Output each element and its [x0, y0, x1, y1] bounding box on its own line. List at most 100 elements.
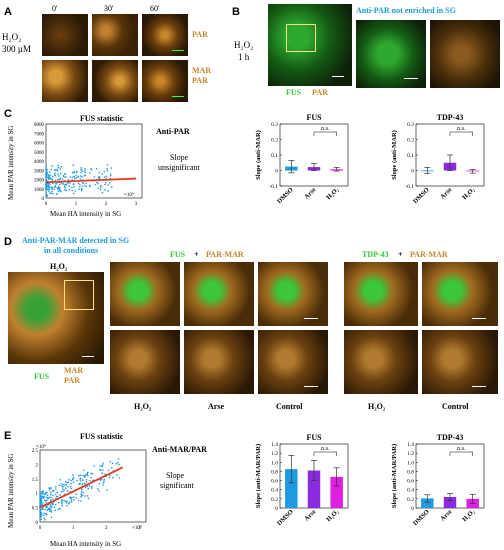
c-scatter-point [50, 168, 52, 171]
e-scatter-point [108, 474, 111, 477]
e-scatter-point [107, 469, 110, 472]
c-scatter-point [54, 179, 57, 182]
c-scatter-point [64, 186, 66, 189]
e-scatter-point [115, 463, 117, 465]
panel-b-treatment-2: 1 h [238, 52, 250, 62]
c-scatter-point [45, 175, 47, 178]
panel-d-tdp-h2o2-parmar [344, 330, 418, 394]
c-scatter-point [109, 174, 112, 177]
c-scatter-regression-line [45, 177, 137, 184]
c-scatter-point [52, 192, 54, 195]
c-scatter-point [45, 194, 48, 196]
e-scatter-point [102, 481, 105, 484]
e-scatter-point [110, 466, 113, 469]
c-scatter-point [48, 173, 50, 176]
panel-c-conclusion-1: Slope [170, 153, 189, 162]
e-scatter-point [62, 490, 64, 493]
e-scatter-point [81, 488, 83, 491]
e-scatter-point [50, 491, 52, 494]
e-scatter-point [102, 462, 104, 464]
e-scatter-point [49, 499, 52, 501]
e-scatter-point [72, 496, 75, 498]
c-scatter-ytick-label: 5000 [34, 151, 45, 156]
e-scatter-point [117, 458, 120, 460]
c-tdp-xtick-label-1: Arse [439, 186, 453, 200]
e-scatter-point [69, 485, 72, 488]
c-scatter-point [106, 167, 108, 170]
c-scatter-point [98, 171, 100, 174]
c-fus-xtick-label-2: H₂O₂ [325, 186, 340, 201]
e-scatter-point [72, 481, 75, 484]
e-scatter-point [46, 494, 49, 497]
e-scatter-point [49, 503, 51, 506]
e-scatter-point [118, 463, 120, 466]
panel-d-channel-fus: FUS [34, 372, 50, 381]
c-scatter-point [73, 175, 76, 178]
e-scatter-point [87, 497, 90, 500]
e-scatter-point [72, 474, 74, 476]
e-scatter-point [52, 502, 54, 505]
e-scatter-point [72, 476, 75, 479]
c-scatter-ytick-label: 7000 [34, 132, 45, 137]
e-scatter-point [80, 493, 83, 496]
e-scatter-point [102, 469, 104, 471]
e-scatter-point [49, 505, 52, 507]
e-scatter-point [61, 488, 64, 490]
c-scatter-point [79, 178, 82, 180]
e-scatter-point [76, 479, 78, 482]
c-scatter-point [80, 187, 83, 190]
e-scatter-point [86, 472, 89, 475]
e-scatter-point [40, 491, 43, 493]
c-scatter-point [61, 183, 63, 185]
e-scatter-point [70, 479, 72, 482]
c-scatter-point [57, 164, 59, 167]
c-scatter-point [45, 167, 47, 169]
c-scatter-point [81, 170, 84, 172]
panel-b-zoom-orange-image [430, 20, 500, 88]
e-scatter-point [78, 483, 80, 486]
e-tdp-ns-bracket [449, 451, 473, 456]
c-scatter-point [109, 173, 112, 175]
e-scatter-point [39, 512, 42, 515]
c-scatter-point [99, 188, 102, 191]
c-scatter-point [62, 183, 65, 185]
e-scatter-point [79, 474, 82, 477]
c-scatter-point [59, 177, 62, 180]
c-scatter-point [61, 178, 64, 180]
e-fus-xtick-label-1: Arse [303, 508, 317, 522]
c-scatter-point [72, 183, 75, 185]
e-tdp-ytick-label: 0 [411, 506, 414, 512]
panel-d-header-left-plus: + [194, 250, 199, 259]
e-scatter-point [91, 472, 94, 475]
panel-d-header-left-fus: FUS [170, 250, 186, 259]
panel-b-title: Anti-PAR not enriched in SG [356, 6, 456, 15]
e-scatter-xtick-label: 1 [72, 526, 75, 531]
e-scatter-point [65, 502, 68, 504]
panel-a-label: A [4, 6, 12, 18]
c-scatter-point [58, 189, 61, 192]
e-scatter-point [71, 496, 73, 499]
e-scatter-point [43, 517, 45, 519]
e-fus-xtick-label-0: DMSO [276, 508, 295, 527]
e-scatter-point [64, 500, 67, 503]
e-scatter-point [84, 495, 87, 497]
panel-a-image-marpar-60 [142, 60, 188, 102]
c-scatter-point [57, 166, 60, 169]
c-scatter-point [56, 193, 58, 195]
e-scatter-point [56, 491, 59, 494]
c-scatter-ytick-label: 4000 [34, 160, 45, 165]
c-scatter-point [53, 185, 56, 188]
e-scatter-point [53, 506, 56, 509]
c-scatter-point [65, 176, 67, 178]
e-fus-bar-1 [307, 470, 321, 508]
panel-a-treatment-1: H₂O₂ [2, 32, 22, 42]
e-scatter-point [61, 504, 63, 507]
e-scatter-point [63, 499, 65, 502]
e-scatter-point [77, 474, 80, 477]
panel-d-fus-control-merge [258, 262, 328, 326]
e-scatter-point [49, 510, 51, 513]
c-scatter-point [51, 179, 54, 182]
c-scatter-point [90, 168, 93, 171]
c-scatter-point [81, 185, 83, 188]
e-scatter-point [68, 502, 70, 505]
